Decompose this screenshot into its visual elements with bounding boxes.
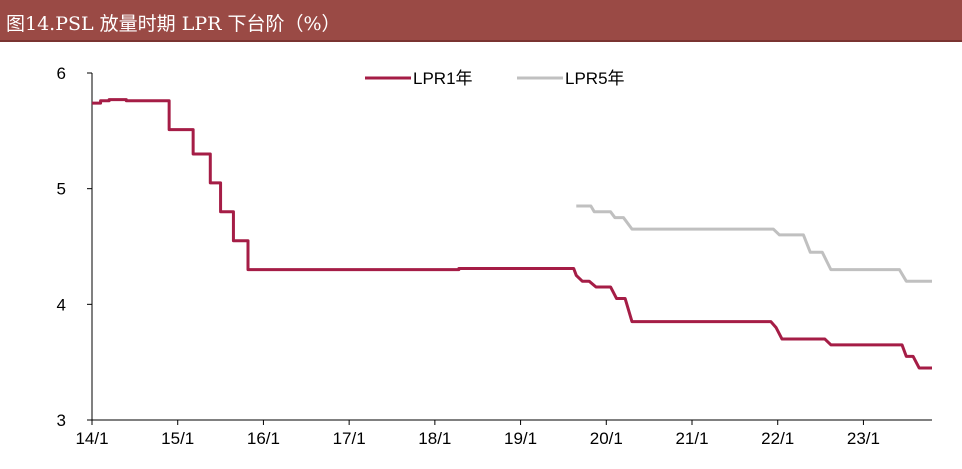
series-layer xyxy=(92,98,932,370)
x-tick-label: 18/1 xyxy=(418,429,451,448)
y-tick-label: 3 xyxy=(57,411,66,430)
x-tick-label: 14/1 xyxy=(75,429,108,448)
x-tick-label: 21/1 xyxy=(675,429,708,448)
legend-label: LPR5年 xyxy=(565,69,625,88)
x-tick-label: 20/1 xyxy=(590,429,623,448)
legend: LPR1年 LPR5年 xyxy=(365,69,625,88)
x-tick-label: 16/1 xyxy=(247,429,280,448)
title-bar: 图14.PSL 放量时期 LPR 下台阶（%） xyxy=(0,0,962,42)
series-line xyxy=(576,204,932,283)
y-tick-label: 5 xyxy=(57,180,66,199)
y-tick-label: 4 xyxy=(57,295,66,314)
legend-label: LPR1年 xyxy=(413,69,473,88)
y-tick-label: 6 xyxy=(57,64,66,83)
chart-title: 图14.PSL 放量时期 LPR 下台阶（%） xyxy=(6,13,341,35)
x-tick-label: 19/1 xyxy=(504,429,537,448)
x-tick-label: 15/1 xyxy=(161,429,194,448)
x-tick-label: 17/1 xyxy=(333,429,366,448)
x-tick-label: 23/1 xyxy=(847,429,880,448)
axes: 3 4 5 6 14/1 15/1 16/1 17/1 18/1 19/1 20/1 21/1 22/1… xyxy=(57,64,932,448)
x-tick-label: 22/1 xyxy=(761,429,794,448)
series-line xyxy=(92,98,932,370)
